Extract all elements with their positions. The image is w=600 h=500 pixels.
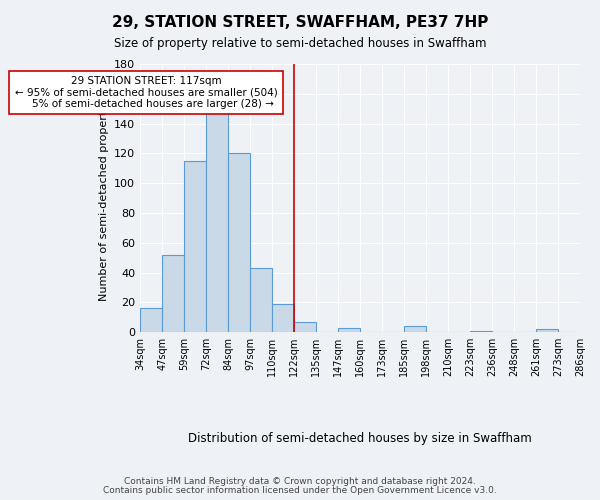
Bar <box>338 328 360 332</box>
Text: Size of property relative to semi-detached houses in Swaffham: Size of property relative to semi-detach… <box>114 38 486 51</box>
Bar <box>536 329 558 332</box>
Bar <box>206 108 228 332</box>
Bar <box>184 161 206 332</box>
Text: Contains HM Land Registry data © Crown copyright and database right 2024.: Contains HM Land Registry data © Crown c… <box>124 477 476 486</box>
Bar <box>470 330 492 332</box>
Bar <box>294 322 316 332</box>
Bar <box>272 304 294 332</box>
Text: Contains public sector information licensed under the Open Government Licence v3: Contains public sector information licen… <box>103 486 497 495</box>
Bar <box>228 154 250 332</box>
X-axis label: Distribution of semi-detached houses by size in Swaffham: Distribution of semi-detached houses by … <box>188 432 532 445</box>
Y-axis label: Number of semi-detached properties: Number of semi-detached properties <box>98 95 109 301</box>
Bar <box>162 254 184 332</box>
Bar <box>140 308 162 332</box>
Text: 29, STATION STREET, SWAFFHAM, PE37 7HP: 29, STATION STREET, SWAFFHAM, PE37 7HP <box>112 15 488 30</box>
Text: 29 STATION STREET: 117sqm
← 95% of semi-detached houses are smaller (504)
    5%: 29 STATION STREET: 117sqm ← 95% of semi-… <box>14 76 277 109</box>
Bar <box>404 326 426 332</box>
Bar <box>250 268 272 332</box>
